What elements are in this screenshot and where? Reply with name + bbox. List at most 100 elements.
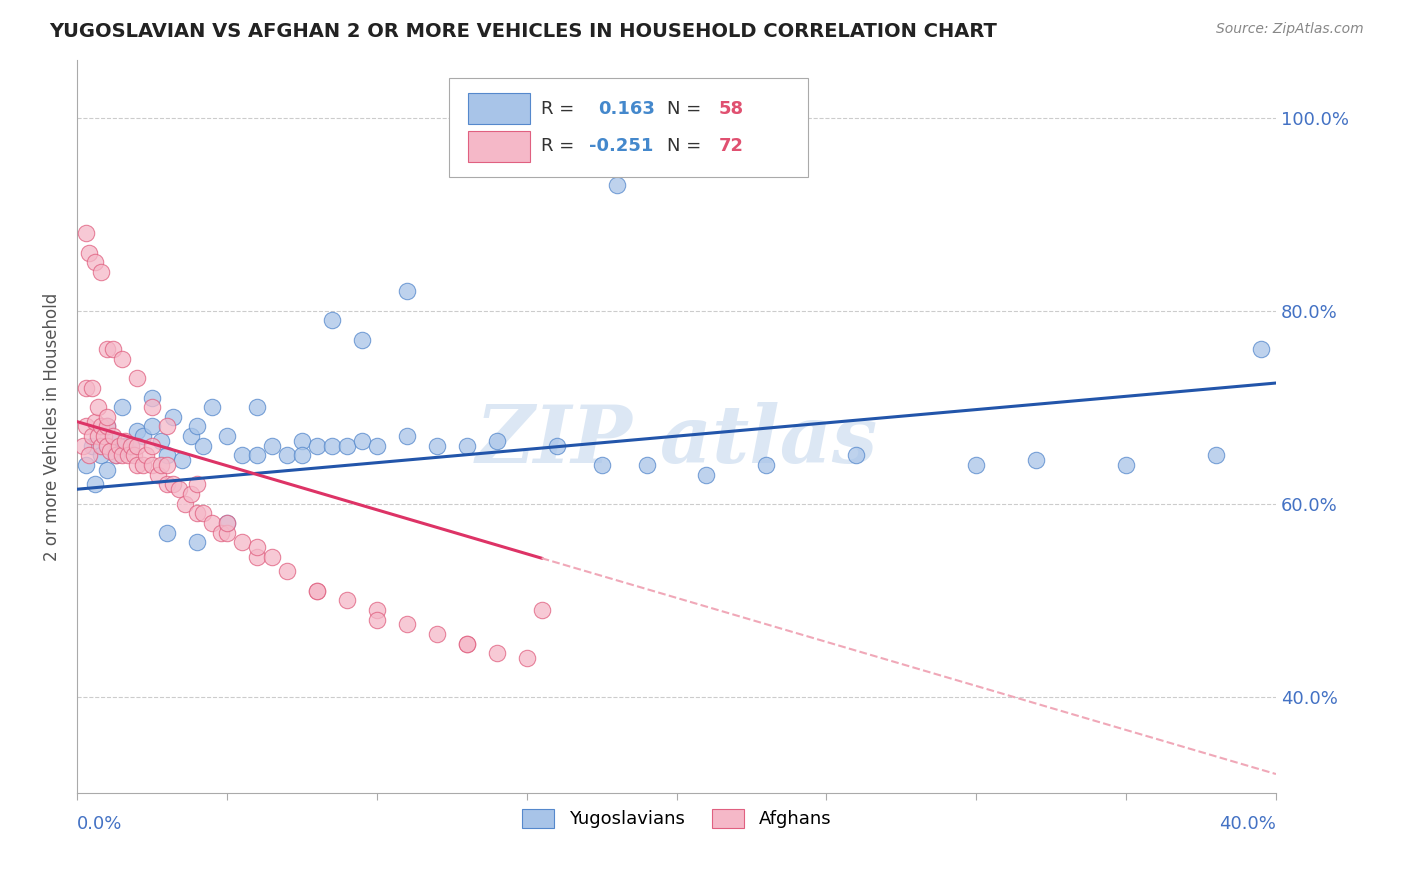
Point [90,419,112,434]
Point [96,419,118,434]
Point [186,477,208,491]
Point [186,507,208,521]
Point [215,429,238,443]
Point [111,449,134,463]
Point [125,371,148,385]
Point [456,439,478,453]
Point [186,419,208,434]
Point [135,449,157,463]
Point [156,458,179,472]
Point [93,429,115,443]
Point [141,400,163,414]
Point [291,434,314,448]
Point [456,637,478,651]
Point [162,477,184,491]
Text: ZIP atlas: ZIP atlas [475,402,877,480]
Text: N =: N = [666,100,702,118]
Point [180,487,202,501]
Point [75,381,97,395]
Point [231,449,253,463]
Point [156,419,179,434]
Point [336,439,359,453]
Point [141,439,163,453]
Text: -0.251: -0.251 [589,137,654,155]
Point [965,458,987,472]
Point [395,617,418,632]
Point [186,535,208,549]
Point [77,449,100,463]
Point [231,535,253,549]
Point [191,507,214,521]
Point [426,439,449,453]
Point [516,651,538,665]
Point [260,439,283,453]
Point [395,429,418,443]
Text: 72: 72 [718,137,744,155]
Point [141,458,163,472]
Point [96,439,118,453]
Point [530,603,553,617]
Point [108,439,131,453]
Point [87,429,110,443]
Point [246,540,269,554]
Text: 0.163: 0.163 [599,100,655,118]
Point [141,391,163,405]
Point [321,313,343,327]
Point [636,458,658,472]
Point [366,613,388,627]
Point [845,449,868,463]
Point [80,439,103,453]
Point [146,467,169,482]
Point [111,351,134,366]
Point [150,458,173,472]
Point [132,429,155,443]
Point [215,516,238,530]
Point [180,429,202,443]
Point [291,449,314,463]
Point [201,516,224,530]
Point [125,458,148,472]
FancyBboxPatch shape [468,131,530,161]
Point [80,381,103,395]
Point [755,458,778,472]
Point [260,549,283,564]
Point [215,525,238,540]
Point [485,434,508,448]
Point [456,637,478,651]
Point [276,564,298,578]
Point [162,409,184,424]
Point [111,400,134,414]
Point [695,467,717,482]
Point [156,477,179,491]
Point [305,439,328,453]
Point [366,439,388,453]
Text: Source: ZipAtlas.com: Source: ZipAtlas.com [1216,22,1364,37]
Point [125,439,148,453]
Point [485,646,508,660]
Point [350,333,373,347]
Point [75,419,97,434]
Point [336,593,359,607]
Point [84,415,107,429]
Text: R =: R = [541,100,581,118]
Point [122,449,145,463]
Point [350,434,373,448]
Point [201,400,224,414]
Point [156,449,179,463]
Point [84,477,107,491]
Text: 0.0%: 0.0% [77,815,122,833]
Point [591,458,613,472]
Point [75,227,97,241]
Text: N =: N = [666,137,702,155]
Point [75,458,97,472]
Point [170,453,193,467]
Point [105,449,128,463]
Point [84,255,107,269]
Point [90,439,112,453]
Text: YUGOSLAVIAN VS AFGHAN 2 OR MORE VEHICLES IN HOUSEHOLD CORRELATION CHART: YUGOSLAVIAN VS AFGHAN 2 OR MORE VEHICLES… [49,22,997,41]
Point [546,439,568,453]
Point [1115,458,1137,472]
Point [321,439,343,453]
Text: R =: R = [541,137,574,155]
Point [606,178,628,193]
